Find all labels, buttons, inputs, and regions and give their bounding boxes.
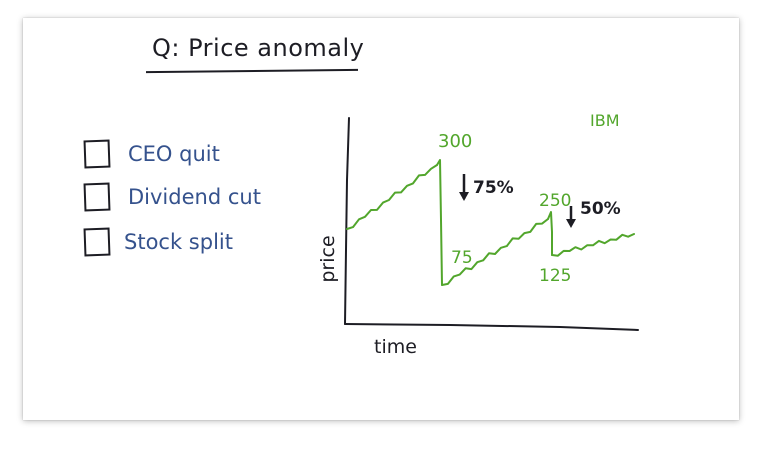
option-label-stock-split: Stock split [124,230,233,254]
option-label-ceo-quit: CEO quit [128,142,220,166]
series-segment-drop-2 [547,211,553,256]
option-label-dividend-cut: Dividend cut [128,185,261,209]
annotation-peak-300: 300 [438,131,473,152]
drop-arrow-1-head [459,192,469,201]
annotation-trough-125: 125 [539,266,572,286]
y-axis-label: price [317,235,339,283]
annotation-peak-250: 250 [539,191,572,211]
series-segment-rise-2 [441,218,549,286]
series-segment-plateau [551,233,635,257]
chart-axes [344,117,639,331]
whiteboard-slide [23,18,739,420]
annotation-drop-50-percent: 50% [580,199,621,219]
x-axis-label: time [374,336,417,358]
series-ibm-line [346,159,635,286]
annotation-trough-75: 75 [451,248,473,268]
x-axis [344,323,639,331]
series-name-label: IBM [590,111,620,130]
drop-arrows [459,174,576,228]
drop-arrow-2-head [566,219,576,228]
series-segment-rise-1 [346,164,438,230]
question-title: Q: Price anomaly [152,34,365,62]
y-axis [344,117,350,325]
annotation-drop-75-percent: 75% [473,178,514,198]
series-segment-drop-1 [436,159,443,286]
